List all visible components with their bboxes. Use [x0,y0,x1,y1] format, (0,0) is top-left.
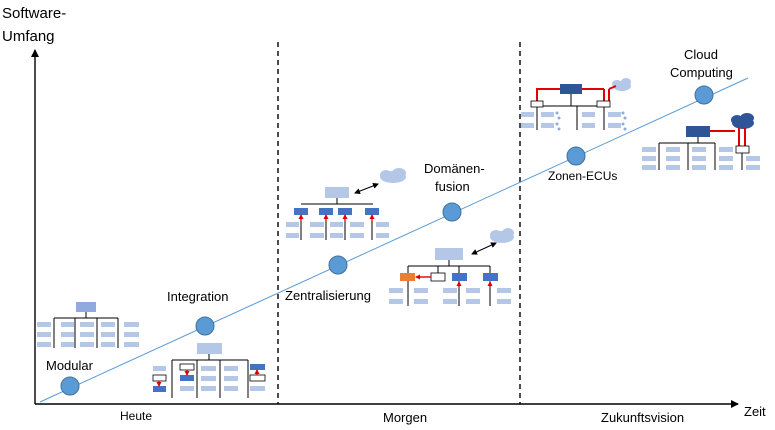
stage-marker-zentralisierung [328,255,348,275]
architecture-zone-ecus [521,78,631,131]
y-axis-label-line2: Umfang [2,28,55,45]
central-ecu [686,126,710,137]
stage-label-cloud-computing-line1: Cloud [684,47,718,62]
architecture-modular [37,302,139,348]
stage-markers [60,85,714,396]
phase-dividers [277,42,521,404]
x-axis-label: Zeit [744,404,766,419]
stage-marker-cloud-computing [694,85,714,105]
axes: Software- Umfang Zeit [2,5,766,419]
stage-marker-domaenenfusion [442,202,462,222]
stage-label-domaenenfusion-line1: Domänen- [424,161,485,176]
stage-label-cloud-computing-line2: Computing [670,65,733,80]
y-axis-label-line1: Software- [2,5,66,22]
stage-label-zonen-ecus: Zonen-ECUs [548,169,617,183]
central-ecu [560,84,582,94]
central-ecu [325,187,349,198]
architecture-integration [152,343,266,398]
stage-marker-zonen-ecus [566,146,586,166]
phase-label-heute: Heute [120,409,152,423]
architecture-domain-fusion [389,228,514,306]
architecture-cloud-computing [642,113,760,170]
trend-line [39,77,749,403]
central-ecu [197,343,222,354]
central-ecu [435,248,463,260]
stage-label-domaenenfusion-line2: fusion [435,179,470,194]
phase-label-morgen: Morgen [383,410,427,425]
central-ecu [76,302,96,312]
stage-marker-modular [60,376,80,396]
stage-label-zentralisierung: Zentralisierung [285,288,371,303]
stage-label-modular: Modular [46,358,94,373]
architecture-domain-centralized [286,168,406,240]
stage-marker-integration [195,316,215,336]
stage-label-integration: Integration [167,289,228,304]
phase-label-zukunftsvision: Zukunftsvision [601,410,684,425]
